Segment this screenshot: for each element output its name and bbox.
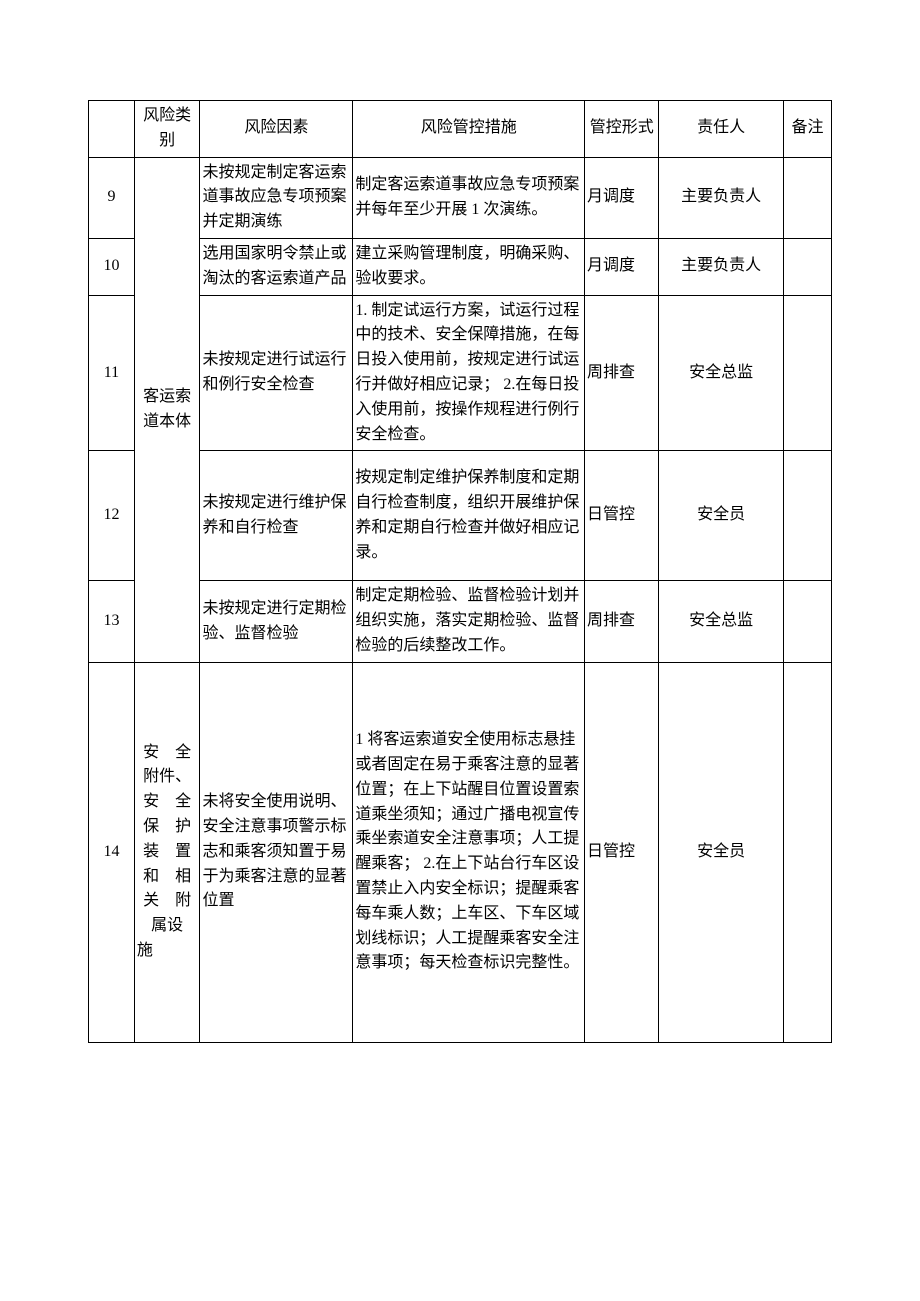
cell-measure: 1. 制定试运行方案，试运行过程中的技术、安全保障措施，在每日投入使用前，按规定… (353, 295, 585, 451)
cell-category: 客运索道本体 (134, 157, 200, 662)
cell-num: 12 (89, 451, 135, 581)
table-row: 12 未按规定进行维护保养和自行检查 按规定制定维护保养制度和定期自行检查制度，… (89, 451, 832, 581)
cell-note (783, 662, 831, 1042)
cell-form: 周排查 (585, 295, 659, 451)
cell-num: 14 (89, 662, 135, 1042)
cell-num: 11 (89, 295, 135, 451)
risk-table: 风险类别 风险因素 风险管控措施 管控形式 责任人 备注 9 客运索道本体 未按… (88, 100, 832, 1043)
header-responsible: 责任人 (659, 101, 784, 158)
table-header-row: 风险类别 风险因素 风险管控措施 管控形式 责任人 备注 (89, 101, 832, 158)
header-category: 风险类别 (134, 101, 200, 158)
cell-note (783, 581, 831, 662)
document-page: 风险类别 风险因素 风险管控措施 管控形式 责任人 备注 9 客运索道本体 未按… (0, 0, 920, 1103)
cell-num: 13 (89, 581, 135, 662)
cell-form: 月调度 (585, 157, 659, 238)
header-num (89, 101, 135, 158)
cell-category: 安 全附件、安 全保 护装 置和 相关 附属设 施 (134, 662, 200, 1042)
cell-note (783, 238, 831, 295)
table-row: 9 客运索道本体 未按规定制定客运索道事故应急专项预案并定期演练 制定客运索道事… (89, 157, 832, 238)
cell-responsible: 安全员 (659, 662, 784, 1042)
header-measure: 风险管控措施 (353, 101, 585, 158)
cell-num: 10 (89, 238, 135, 295)
cell-factor: 选用国家明令禁止或淘汰的客运索道产品 (200, 238, 353, 295)
cell-factor: 未按规定进行维护保养和自行检查 (200, 451, 353, 581)
table-row: 11 未按规定进行试运行和例行安全检查 1. 制定试运行方案，试运行过程中的技术… (89, 295, 832, 451)
cell-note (783, 295, 831, 451)
cell-factor: 未按规定进行定期检验、监督检验 (200, 581, 353, 662)
cell-form: 日管控 (585, 662, 659, 1042)
cell-form: 日管控 (585, 451, 659, 581)
cell-measure: 按规定制定维护保养制度和定期自行检查制度，组织开展维护保养和定期自行检查并做好相… (353, 451, 585, 581)
cell-form: 月调度 (585, 238, 659, 295)
cell-responsible: 主要负责人 (659, 238, 784, 295)
cell-num: 9 (89, 157, 135, 238)
cell-note (783, 451, 831, 581)
header-form: 管控形式 (585, 101, 659, 158)
cell-note (783, 157, 831, 238)
table-row: 13 未按规定进行定期检验、监督检验 制定定期检验、监督检验计划并组织实施，落实… (89, 581, 832, 662)
cell-measure: 建立采购管理制度，明确采购、验收要求。 (353, 238, 585, 295)
cell-factor: 未按规定制定客运索道事故应急专项预案并定期演练 (200, 157, 353, 238)
cell-responsible: 安全总监 (659, 581, 784, 662)
cell-measure: 制定定期检验、监督检验计划并组织实施，落实定期检验、监督检验的后续整改工作。 (353, 581, 585, 662)
cell-factor: 未将安全使用说明、安全注意事项警示标志和乘客须知置于易于为乘客注意的显著位置 (200, 662, 353, 1042)
cell-responsible: 安全总监 (659, 295, 784, 451)
cell-factor: 未按规定进行试运行和例行安全检查 (200, 295, 353, 451)
cell-measure: 制定客运索道事故应急专项预案并每年至少开展 1 次演练。 (353, 157, 585, 238)
table-row: 10 选用国家明令禁止或淘汰的客运索道产品 建立采购管理制度，明确采购、验收要求… (89, 238, 832, 295)
table-row: 14 安 全附件、安 全保 护装 置和 相关 附属设 施 未将安全使用说明、安全… (89, 662, 832, 1042)
cell-responsible: 安全员 (659, 451, 784, 581)
header-factor: 风险因素 (200, 101, 353, 158)
cell-measure: 1 将客运索道安全使用标志悬挂或者固定在易于乘客注意的显著位置；在上下站醒目位置… (353, 662, 585, 1042)
cell-form: 周排查 (585, 581, 659, 662)
cell-responsible: 主要负责人 (659, 157, 784, 238)
header-note: 备注 (783, 101, 831, 158)
